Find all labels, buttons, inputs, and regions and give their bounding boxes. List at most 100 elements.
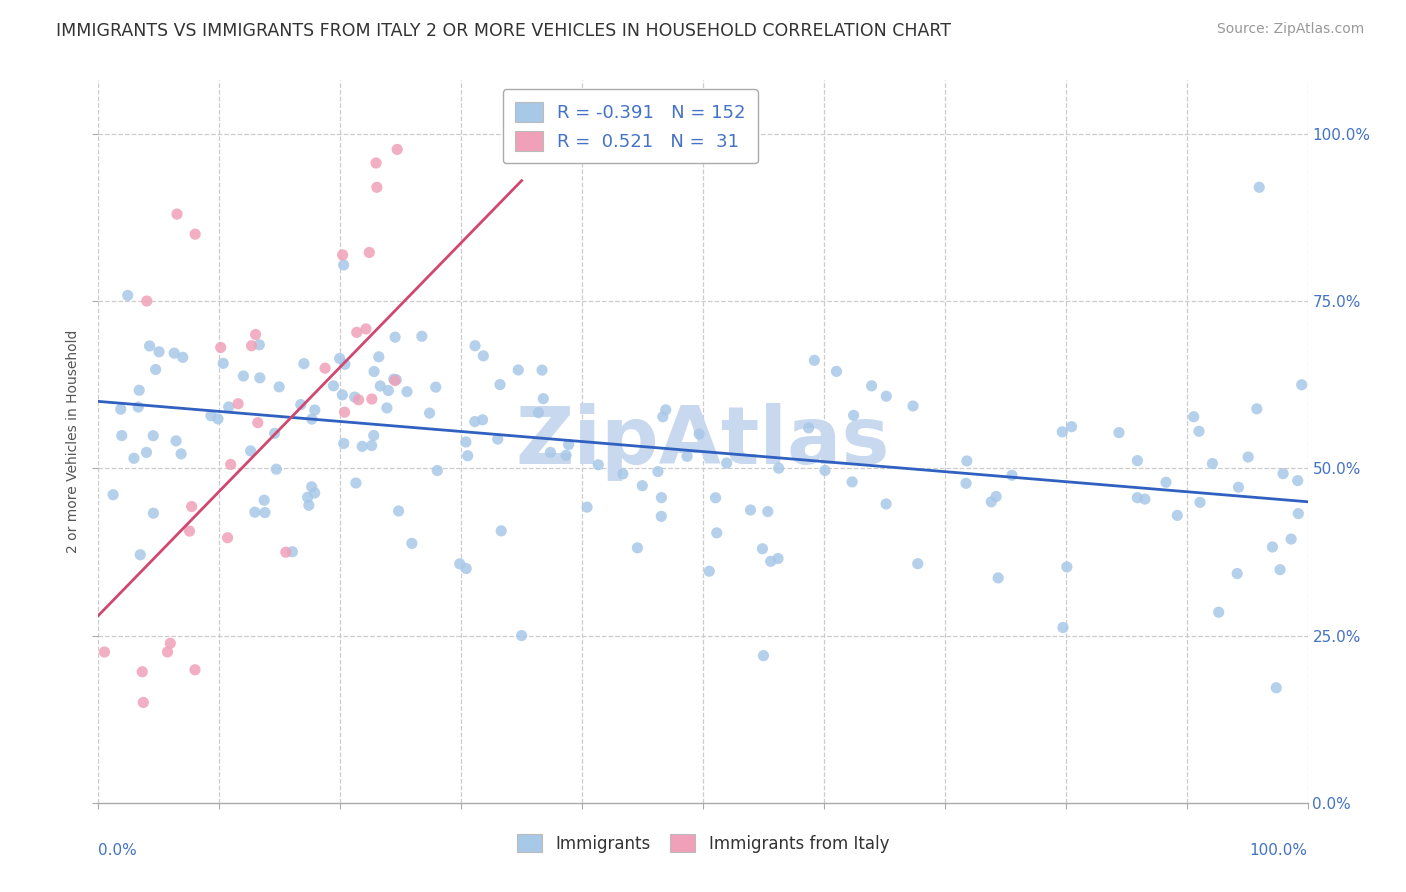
Point	[347, 392, 370, 407]
Point	[343, 390, 366, 404]
Point	[875, 497, 897, 511]
Point	[395, 384, 418, 399]
Point	[803, 353, 825, 368]
Point	[366, 180, 388, 194]
Point	[117, 288, 139, 302]
Point	[449, 557, 471, 571]
Point	[387, 504, 409, 518]
Point	[825, 364, 848, 378]
Point	[1249, 180, 1271, 194]
Point	[209, 341, 232, 355]
Point	[425, 380, 447, 394]
Point	[612, 467, 634, 481]
Point	[329, 351, 352, 366]
Point	[156, 645, 179, 659]
Point	[212, 356, 235, 370]
Point	[875, 389, 897, 403]
Point	[142, 506, 165, 520]
Point	[246, 416, 269, 430]
Point	[1154, 475, 1177, 490]
Point	[1272, 467, 1295, 481]
Point	[385, 373, 408, 387]
Point	[253, 493, 276, 508]
Point	[184, 663, 207, 677]
Point	[1060, 419, 1083, 434]
Point	[1226, 566, 1249, 581]
Point	[352, 439, 374, 453]
Point	[980, 495, 1002, 509]
Point	[471, 413, 494, 427]
Point	[367, 350, 389, 364]
Point	[1286, 507, 1309, 521]
Point	[226, 397, 249, 411]
Point	[163, 346, 186, 360]
Point	[555, 448, 578, 462]
Point	[301, 480, 323, 494]
Point	[359, 245, 381, 260]
Point	[363, 365, 385, 379]
Point	[464, 415, 486, 429]
Point	[426, 463, 449, 477]
Point	[1237, 450, 1260, 464]
Point	[1052, 620, 1074, 634]
Point	[901, 399, 924, 413]
Point	[797, 421, 820, 435]
Text: 0.0%: 0.0%	[98, 843, 138, 857]
Point	[1052, 425, 1074, 439]
Point	[716, 456, 738, 470]
Point	[472, 349, 495, 363]
Point	[297, 490, 319, 504]
Point	[110, 402, 132, 417]
Text: ZipAtlas: ZipAtlas	[516, 402, 890, 481]
Point	[955, 476, 977, 491]
Point	[956, 454, 979, 468]
Point	[651, 409, 673, 424]
Point	[135, 293, 157, 308]
Point	[253, 506, 276, 520]
Point	[184, 227, 207, 242]
Point	[1291, 377, 1313, 392]
Point	[290, 398, 312, 412]
Point	[987, 571, 1010, 585]
Point	[752, 648, 775, 663]
Point	[142, 428, 165, 442]
Point	[111, 428, 134, 442]
Point	[538, 445, 561, 459]
Point	[1201, 457, 1223, 471]
Point	[382, 372, 405, 386]
Point	[766, 551, 789, 566]
Point	[1108, 425, 1130, 440]
Point	[304, 403, 326, 417]
Point	[1286, 474, 1309, 488]
Point	[240, 339, 263, 353]
Point	[132, 696, 155, 710]
Point	[200, 409, 222, 423]
Point	[756, 504, 779, 518]
Point	[145, 362, 167, 376]
Point	[159, 636, 181, 650]
Point	[243, 505, 266, 519]
Point	[131, 665, 153, 679]
Point	[249, 371, 271, 385]
Point	[454, 434, 477, 449]
Point	[269, 380, 291, 394]
Point	[631, 479, 654, 493]
Point	[274, 545, 297, 559]
Point	[650, 509, 672, 524]
Point	[298, 498, 321, 512]
Point	[842, 409, 865, 423]
Point	[508, 363, 530, 377]
Point	[314, 361, 336, 376]
Point	[281, 545, 304, 559]
Point	[1268, 563, 1291, 577]
Point	[387, 143, 409, 157]
Point	[907, 557, 929, 571]
Point	[1246, 401, 1268, 416]
Point	[1265, 681, 1288, 695]
Point	[122, 451, 145, 466]
Point	[1126, 453, 1149, 467]
Point	[401, 536, 423, 550]
Point	[375, 401, 398, 415]
Point	[245, 327, 267, 342]
Point	[322, 379, 344, 393]
